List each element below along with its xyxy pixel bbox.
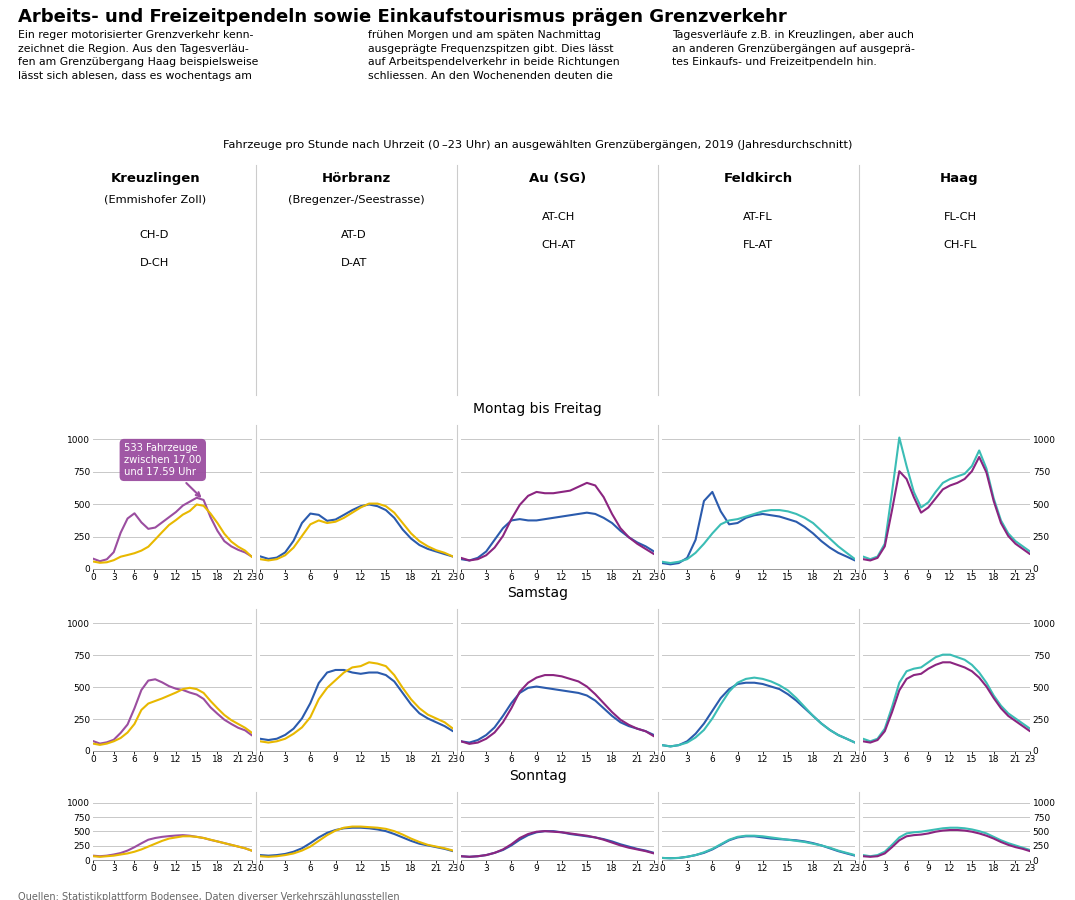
Text: Quellen: Statistikplattform Bodensee, Daten diverser Verkehrszählungsstellen: Quellen: Statistikplattform Bodensee, Da… xyxy=(18,892,400,900)
Text: Ein reger motorisierter Grenzverkehr kenn-
zeichnet die Region. Aus den Tagesver: Ein reger motorisierter Grenzverkehr ken… xyxy=(18,30,258,81)
Text: Feldkirch: Feldkirch xyxy=(723,172,793,185)
Text: CH-D: CH-D xyxy=(140,230,169,240)
Text: Haag: Haag xyxy=(941,172,979,185)
Text: Tagesverläufe z.B. in Kreuzlingen, aber auch
an anderen Grenzübergängen auf ausg: Tagesverläufe z.B. in Kreuzlingen, aber … xyxy=(672,30,915,68)
Text: frühen Morgen und am späten Nachmittag
ausgeprägte Frequenzspitzen gibt. Dies lä: frühen Morgen und am späten Nachmittag a… xyxy=(368,30,619,81)
Text: Montag bis Freitag: Montag bis Freitag xyxy=(473,402,602,416)
Text: Fahrzeuge pro Stunde nach Uhrzeit (0 –23 Uhr) an ausgewählten Grenzübergängen, 2: Fahrzeuge pro Stunde nach Uhrzeit (0 –23… xyxy=(223,140,852,150)
Text: D-AT: D-AT xyxy=(341,258,367,268)
Text: Kreuzlingen: Kreuzlingen xyxy=(111,172,200,185)
Text: FL-AT: FL-AT xyxy=(743,240,773,250)
Text: D-CH: D-CH xyxy=(140,258,169,268)
Text: Hörbranz: Hörbranz xyxy=(321,172,391,185)
Text: Arbeits- und Freizeitpendeln sowie Einkaufstourismus prägen Grenzverkehr: Arbeits- und Freizeitpendeln sowie Einka… xyxy=(18,8,787,26)
Text: (Bregenzer-/Seestrasse): (Bregenzer-/Seestrasse) xyxy=(288,195,425,205)
Text: Sonntag: Sonntag xyxy=(508,769,567,783)
Text: Samstag: Samstag xyxy=(507,586,568,600)
Text: (Emmishofer Zoll): (Emmishofer Zoll) xyxy=(104,195,206,205)
Text: AT-D: AT-D xyxy=(341,230,367,240)
Text: 533 Fahrzeuge
zwischen 17.00
und 17.59 Uhr: 533 Fahrzeuge zwischen 17.00 und 17.59 U… xyxy=(124,444,201,497)
Text: AT-CH: AT-CH xyxy=(542,212,575,222)
Text: AT-FL: AT-FL xyxy=(743,212,772,222)
Text: CH-FL: CH-FL xyxy=(944,240,977,250)
Text: CH-AT: CH-AT xyxy=(542,240,575,250)
Text: FL-CH: FL-CH xyxy=(944,212,976,222)
Text: Au (SG): Au (SG) xyxy=(529,172,586,185)
